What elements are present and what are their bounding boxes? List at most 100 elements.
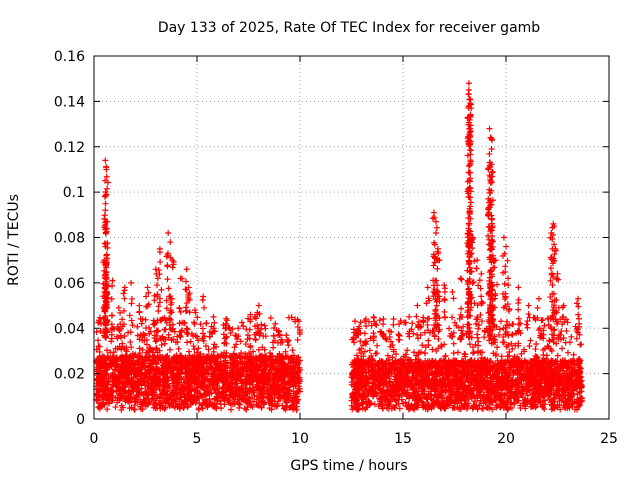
data-point [128,344,135,351]
data-point [267,398,274,405]
data-point [508,340,515,347]
data-point [185,384,192,391]
data-point [104,347,111,354]
data-point [148,361,155,368]
data-point [109,394,116,401]
data-point [433,347,440,354]
data-point [95,385,102,392]
data-point [176,376,183,383]
data-point [246,335,253,342]
data-point [420,314,427,321]
data-point [170,397,177,404]
data-point [210,365,217,372]
data-point [187,371,194,378]
data-point [174,403,181,410]
data-point [131,352,138,359]
data-point [409,320,416,327]
data-point [546,396,553,403]
data-point [229,326,236,333]
data-point [454,349,461,356]
data-point [261,356,268,363]
data-point [494,344,501,351]
data-point [262,333,269,340]
data-point [252,336,259,343]
data-point [117,391,124,398]
data-point [203,353,210,360]
data-point [152,401,159,408]
data-point [213,400,220,407]
data-point [166,359,173,366]
data-point [296,380,303,387]
data-point [150,375,157,382]
data-point [255,346,262,353]
data-point [110,378,117,385]
data-point [392,404,399,411]
data-point [219,394,226,401]
data-point [295,354,302,361]
data-point [190,377,197,384]
data-point [205,378,212,385]
data-point [241,392,248,399]
data-point [151,353,158,360]
data-point [175,345,182,352]
data-point [258,374,265,381]
data-point [129,386,136,393]
data-point [287,355,294,362]
data-point [153,345,160,352]
data-point [199,394,206,401]
data-point [275,339,282,346]
data-point [186,358,193,365]
data-point [172,387,179,394]
data-point [226,397,233,404]
data-point [156,382,163,389]
data-point [136,350,143,357]
data-point [163,363,170,370]
data-point [289,365,296,372]
data-point [203,320,210,327]
data-point [163,369,170,376]
data-point [211,319,218,326]
data-point [100,375,107,382]
data-point [388,328,395,335]
data-point [232,357,239,364]
data-point [163,392,170,399]
data-point [294,336,301,343]
data-point [250,348,257,355]
data-point [404,347,411,354]
data-point [218,370,225,377]
data-point [515,315,522,322]
data-point [140,392,147,399]
data-point [390,316,397,323]
data-point [119,340,126,347]
data-point [292,380,299,387]
data-point [111,366,118,373]
data-point [104,406,111,413]
data-point [100,387,107,394]
data-point [190,343,197,350]
data-point [189,399,196,406]
data-point [222,388,229,395]
data-point [290,365,297,372]
data-point [257,391,264,398]
data-point [183,329,190,336]
data-point [237,366,244,373]
data-point [196,358,203,365]
data-point [131,402,138,409]
data-point [123,353,130,360]
data-point [251,367,258,374]
data-point [102,362,109,369]
data-point [248,365,255,372]
data-point [141,364,148,371]
data-point [217,398,224,405]
data-point [173,400,180,407]
data-point [148,386,155,393]
data-point [255,363,262,370]
data-point [279,402,286,409]
data-point [210,382,217,389]
data-point [132,351,139,358]
data-point [187,395,194,402]
data-point [286,378,293,385]
data-point [225,371,232,378]
data-point [205,389,212,396]
data-point [234,396,241,403]
